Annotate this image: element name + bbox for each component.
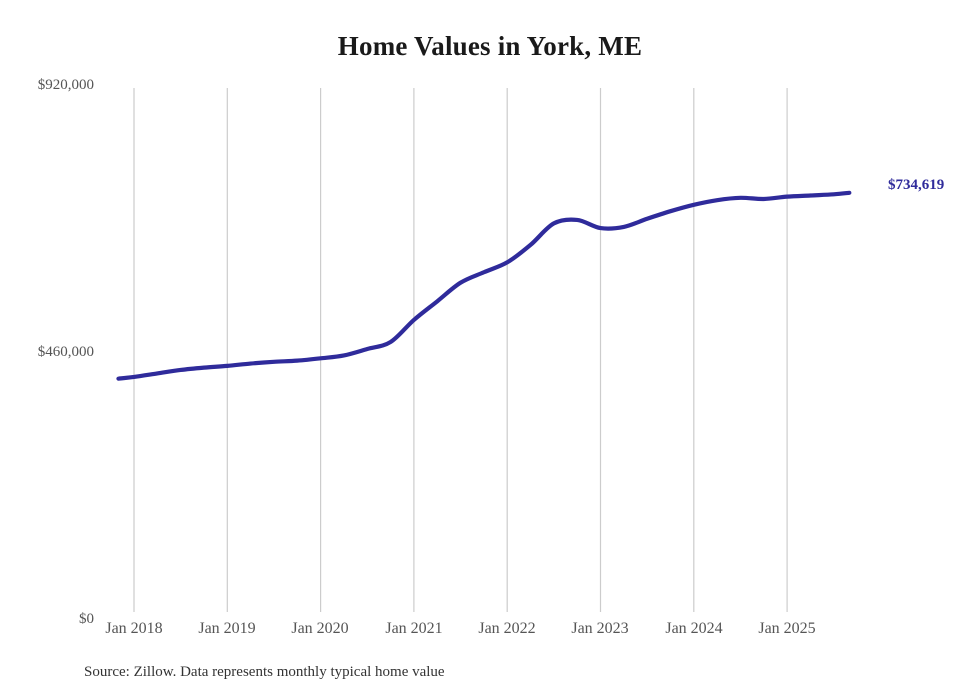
end-value-annotation: $734,619 <box>888 177 945 193</box>
chart-title: Home Values in York, ME <box>337 31 643 61</box>
x-axis-tick-label-jan-2020: Jan 2020 <box>291 620 349 637</box>
y-axis-tick-label-mid: $460,000 <box>37 344 94 360</box>
y-axis-tick-label-top: $920,000 <box>37 77 94 93</box>
x-axis-tick-label-jan-2018: Jan 2018 <box>105 620 163 637</box>
source-note: Source: Zillow. Data represents monthly … <box>84 664 445 680</box>
data-series <box>116 190 852 381</box>
x-axis-tick-label-jan-2022: Jan 2022 <box>478 620 536 637</box>
series-line-typical-home-value <box>116 190 852 381</box>
x-axis-tick-label-jan-2024: Jan 2024 <box>665 620 723 637</box>
gridlines <box>133 88 788 612</box>
x-axis-tick-label-jan-2025: Jan 2025 <box>758 620 816 637</box>
x-axis-tick-label-jan-2019: Jan 2019 <box>198 620 256 637</box>
y-axis-tick-label-bottom: $0 <box>79 611 94 627</box>
x-axis-tick-label-jan-2021: Jan 2021 <box>385 620 443 637</box>
x-axis-tick-label-jan-2023: Jan 2023 <box>571 620 629 637</box>
